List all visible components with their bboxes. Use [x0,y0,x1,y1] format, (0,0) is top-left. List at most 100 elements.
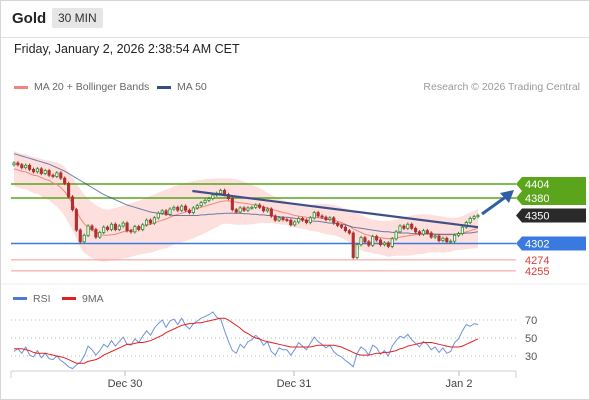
candle-body [160,210,164,214]
candle-body [145,219,149,226]
x-label-2: Jan 2 [446,378,473,390]
header-bar: Gold 30 MIN [1,1,589,38]
target-arrow-head [500,190,514,203]
candle-body [402,225,406,229]
candle-body [449,240,453,243]
candle-body [51,174,55,177]
candle-body [67,183,71,198]
rsi-tick-30: 30 [525,351,537,363]
candle-body [203,199,207,204]
candle-body [90,225,94,230]
candle-body [425,230,429,234]
candle-body [109,223,114,230]
candle-body [168,208,172,215]
candle-body [316,212,320,217]
candle-body [363,237,367,243]
bollinger-band-area [14,151,478,262]
candle-body [343,226,347,232]
symbol-title: Gold [12,10,47,27]
candle-body [339,225,344,228]
candle-body [106,226,110,230]
price-tag-label-4404: 4404 [525,179,549,191]
candle-body [281,217,285,220]
candle-body [207,198,211,201]
candle-body [269,208,273,217]
candle-body [82,234,86,243]
x-label-1: Dec 31 [277,378,312,390]
candle-body [367,241,371,246]
candle-body [242,207,246,211]
candle-body [328,217,332,220]
candle-body [113,223,117,230]
candle-body [261,206,266,212]
candle-body [230,198,234,211]
candle-body [31,169,36,173]
candle-body [456,233,461,236]
candle-body [59,172,63,179]
candle-body [39,168,43,174]
candle-body [460,226,464,234]
candle-body [285,219,289,221]
candle-body [24,164,28,169]
candle-body [211,194,215,199]
research-credit: Research © 2026 Trading Central [423,81,580,93]
price-tag-label-4380: 4380 [525,193,549,205]
candle-body [195,205,199,209]
timeframe-button[interactable]: 30 MIN [52,8,103,28]
candle-body [293,221,297,226]
rsi-line [13,311,479,370]
candle-body [176,206,180,211]
candle-body [129,230,133,233]
candle-body [219,190,223,194]
candle-body [324,216,328,220]
ma9-legend-label: 9MA [82,293,104,305]
candle-body [371,236,375,246]
candle-body [35,168,39,173]
candle-body [304,219,309,223]
candle-body [43,170,47,174]
ma50-line [13,153,479,235]
candle-body [234,209,238,213]
candle-body [199,202,203,206]
candle-body [265,208,270,212]
candle-body [297,218,301,223]
rsi-ma9-line [14,317,479,364]
candle-body [351,232,355,258]
candle-body [382,242,386,246]
price-label-4274: 4274 [525,255,549,267]
candle-body [133,226,137,233]
candle-body [445,237,449,243]
candle-body [74,209,78,231]
rsi-tick-50: 50 [525,333,537,345]
candle-body [410,223,414,229]
candle-body [98,232,102,238]
candle-body [390,238,394,247]
candle-body [180,205,184,211]
candle-body [417,231,422,235]
candle-body [441,237,445,241]
candle-body [375,236,379,241]
candle-body [378,239,383,246]
candle-body [102,226,106,233]
price-label-4255: 4255 [525,266,549,278]
candle-body [250,206,254,209]
candle-body [414,227,418,233]
candle-body [347,230,351,234]
candle-body [20,164,24,169]
rsi-tick-70: 70 [525,315,537,327]
candle-body [238,207,242,213]
legend-bollinger-swatch [14,85,28,89]
candle-body [55,172,59,177]
target-arrow-shaft [481,194,508,216]
candle-body [172,206,176,210]
price-tag-4380 [516,191,586,205]
candle-body [398,225,402,233]
ma9-legend-swatch [62,297,76,300]
candle-body [63,177,67,184]
candle-body [472,216,476,219]
candle-body [433,235,437,238]
candle-body [429,232,433,238]
candle-body [137,226,141,230]
candle-body [468,218,472,223]
